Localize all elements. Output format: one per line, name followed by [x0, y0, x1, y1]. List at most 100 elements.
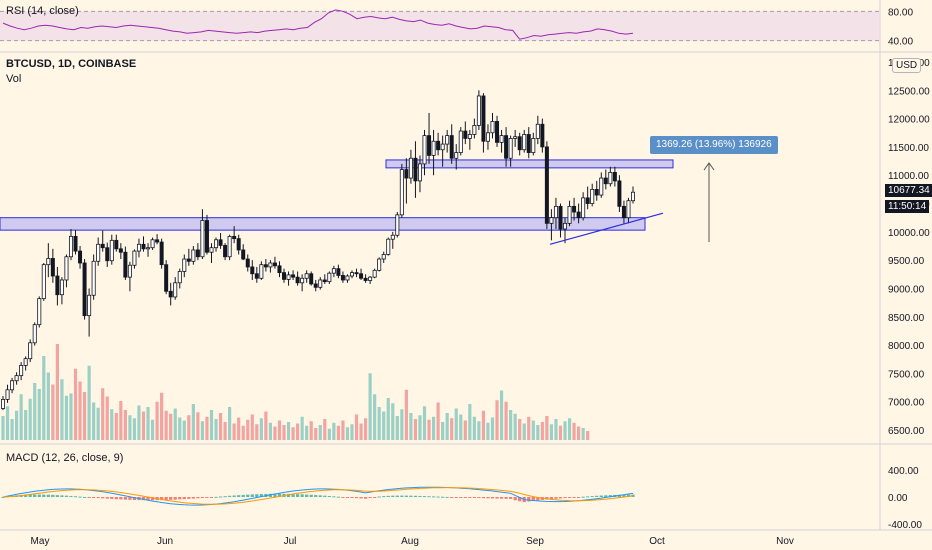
volume-bar [255, 424, 259, 440]
candle-body [377, 258, 382, 271]
candle-body [553, 205, 558, 219]
macd-histogram-bar [513, 497, 517, 501]
volume-bar [563, 421, 567, 440]
volume-bar [323, 419, 327, 440]
volume-bar [164, 410, 168, 440]
macd-histogram-bar [504, 497, 508, 499]
candle-body [19, 365, 24, 377]
macd-tick-label: 400.00 [888, 466, 919, 477]
volume-bar [577, 426, 581, 440]
rsi-band [0, 11, 880, 41]
macd-histogram-bar [164, 497, 168, 500]
candle-body [64, 256, 69, 281]
candle-body [331, 268, 336, 274]
macd-histogram-bar [209, 497, 214, 498]
volume-bar [28, 398, 32, 440]
macd-histogram-bar [273, 493, 277, 497]
volume-bar [123, 410, 127, 440]
candle-body [68, 235, 73, 258]
volume-bar [141, 411, 146, 440]
candle-body [349, 272, 354, 277]
price-tick-label: 11000.00 [888, 171, 929, 182]
candle-body [499, 135, 504, 143]
macd-histogram-bar [626, 494, 631, 497]
price-tick-label: 12500.00 [888, 86, 930, 97]
volume-bar [264, 411, 268, 440]
candle-body [526, 134, 531, 153]
macd-histogram-bar [51, 494, 55, 497]
macd-histogram-bar [241, 494, 245, 497]
volume-bar [55, 344, 59, 440]
macd-histogram-bar [359, 497, 363, 499]
volume-bar [336, 425, 340, 440]
time-axis-label: Jun [157, 536, 173, 547]
macd-histogram-bar [567, 497, 572, 498]
candle-body [363, 277, 368, 281]
macd-histogram-bar [350, 497, 354, 498]
resistance-zone [385, 159, 674, 169]
candle-body [91, 260, 96, 296]
candle-body [540, 123, 545, 148]
volume-bar [472, 416, 476, 440]
volume-bar [495, 400, 499, 440]
candle-body [504, 135, 509, 159]
candle-body [599, 177, 604, 196]
candle-body [413, 157, 418, 182]
volume-bar [332, 422, 336, 440]
candle-body [132, 250, 137, 266]
candle-body [282, 272, 287, 280]
macd-histogram-bar [622, 494, 626, 497]
candle-body [191, 249, 196, 262]
candle-body [422, 135, 427, 165]
volume-bar [327, 428, 331, 440]
candle-body [46, 258, 51, 266]
volume-bar [422, 406, 427, 440]
macd-histogram-bar [572, 497, 576, 498]
volume-bar [178, 417, 182, 440]
candle-body [186, 258, 191, 262]
volume-bar [391, 403, 395, 440]
volume-bar [296, 423, 300, 440]
volume-bar [160, 392, 164, 440]
candle-body [576, 211, 581, 219]
volume-bar [10, 419, 14, 440]
macd-histogram-bar [237, 495, 241, 497]
candle-body [123, 251, 128, 278]
time-axis-label: Aug [401, 536, 419, 547]
macd-histogram-bar [223, 496, 227, 498]
volume-bar [282, 425, 286, 440]
candle-body [322, 279, 327, 283]
candle-body [381, 254, 386, 260]
candle-body [10, 380, 15, 391]
volume-bar [413, 419, 418, 440]
macd-histogram-bar [146, 497, 150, 501]
volume-bar [64, 395, 69, 440]
macd-histogram-bar [431, 496, 436, 498]
macd-histogram-bar [536, 497, 540, 501]
time-axis-label: Nov [776, 536, 794, 547]
volume-bar [119, 401, 123, 440]
volume-bar [509, 410, 513, 440]
volume-bar [19, 394, 23, 440]
volume-bar [400, 409, 404, 440]
macd-histogram-bar [336, 496, 340, 498]
volume-bar [504, 401, 508, 440]
volume-bar [363, 418, 368, 440]
volume-bar [431, 416, 436, 440]
volume-bar [445, 413, 449, 440]
candle-body [100, 243, 105, 249]
volume-bar [513, 413, 517, 440]
volume-bar [232, 423, 236, 440]
candle-body [159, 241, 164, 266]
volume-bar [150, 419, 155, 440]
volume-bar [350, 424, 354, 440]
candle-body [254, 273, 259, 279]
macd-histogram-bar [490, 497, 495, 499]
volume-bar [228, 407, 232, 440]
price-tick-label: 12000.00 [888, 115, 930, 126]
candle-body [318, 279, 323, 288]
currency-button[interactable]: USD [892, 58, 922, 73]
candle-body [268, 262, 273, 268]
volume-bar [169, 413, 173, 440]
